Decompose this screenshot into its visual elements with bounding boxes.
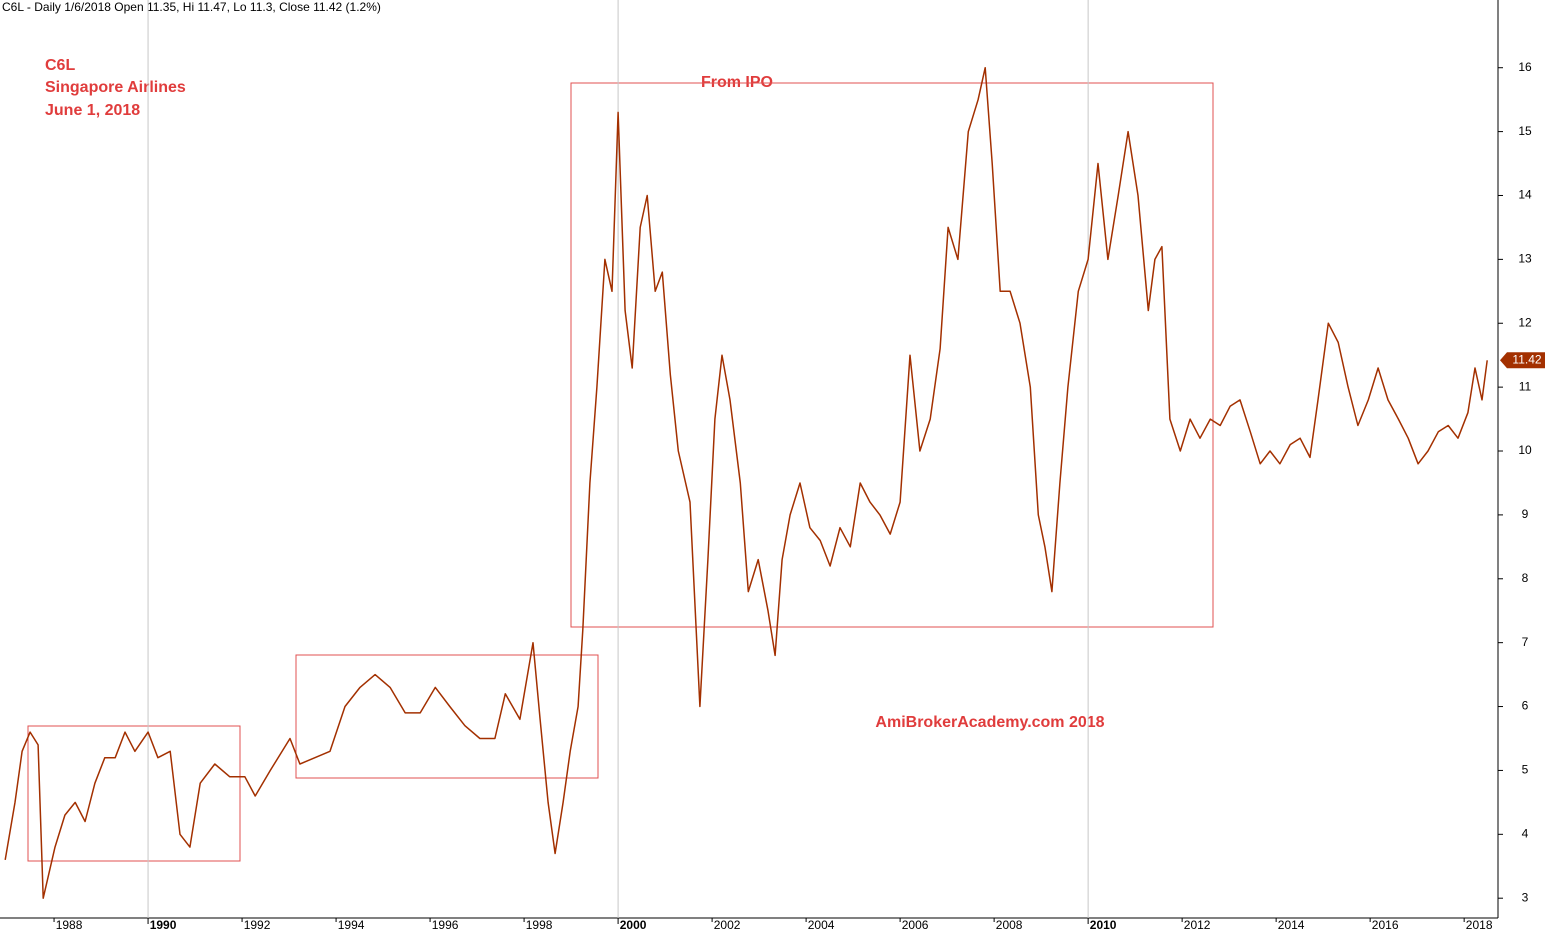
- highlight-box: [295, 654, 599, 779]
- y-tick-label: 6: [1522, 699, 1529, 713]
- y-tick-label: 11: [1519, 379, 1532, 393]
- x-tick-label: 2018: [1466, 918, 1493, 932]
- y-tick-label: 10: [1518, 443, 1532, 457]
- last-price-label: 11.42: [1512, 352, 1541, 366]
- y-tick-label: 4: [1522, 826, 1529, 840]
- x-tick-label: 2000: [620, 918, 647, 932]
- x-tick-label: 1996: [432, 918, 459, 932]
- x-tick-label: 2012: [1184, 918, 1211, 932]
- x-tick-label: 2008: [996, 918, 1023, 932]
- y-tick-label: 14: [1518, 188, 1532, 202]
- annotation: C6L: [45, 57, 75, 74]
- x-tick-label: 2014: [1278, 918, 1305, 932]
- x-tick-label: 2002: [714, 918, 741, 932]
- annotation: AmiBrokerAcademy.com 2018: [875, 714, 1104, 731]
- x-tick-label: 2004: [808, 918, 835, 932]
- y-tick-label: 15: [1518, 124, 1532, 138]
- highlight-box: [27, 725, 241, 862]
- x-tick-label: 2016: [1372, 918, 1399, 932]
- y-tick-label: 13: [1518, 252, 1532, 266]
- x-tick-label: 1992: [244, 918, 271, 932]
- y-tick-label: 9: [1522, 507, 1529, 521]
- x-tick-label: 1988: [56, 918, 83, 932]
- x-tick-label: 2006: [902, 918, 929, 932]
- y-tick-label: 7: [1522, 635, 1529, 649]
- price-line: [4, 66, 1488, 899]
- x-tick-label: 1998: [526, 918, 553, 932]
- x-tick-label: 1990: [150, 918, 177, 932]
- last-price-tag: [1500, 352, 1545, 369]
- x-tick-label: 1994: [338, 918, 365, 932]
- x-tick-label: 2010: [1090, 918, 1117, 932]
- annotation: June 1, 2018: [45, 102, 140, 119]
- y-tick-label: 8: [1522, 571, 1529, 585]
- annotation: Singapore Airlines: [45, 79, 186, 96]
- y-tick-label: 3: [1522, 890, 1529, 904]
- y-tick-label: 16: [1518, 60, 1532, 74]
- highlight-box: [570, 82, 1214, 628]
- y-tick-label: 5: [1522, 763, 1529, 777]
- y-tick-label: 12: [1518, 315, 1532, 329]
- header: C6L - Daily 1/6/2018 Open 11.35, Hi 11.4…: [2, 0, 381, 14]
